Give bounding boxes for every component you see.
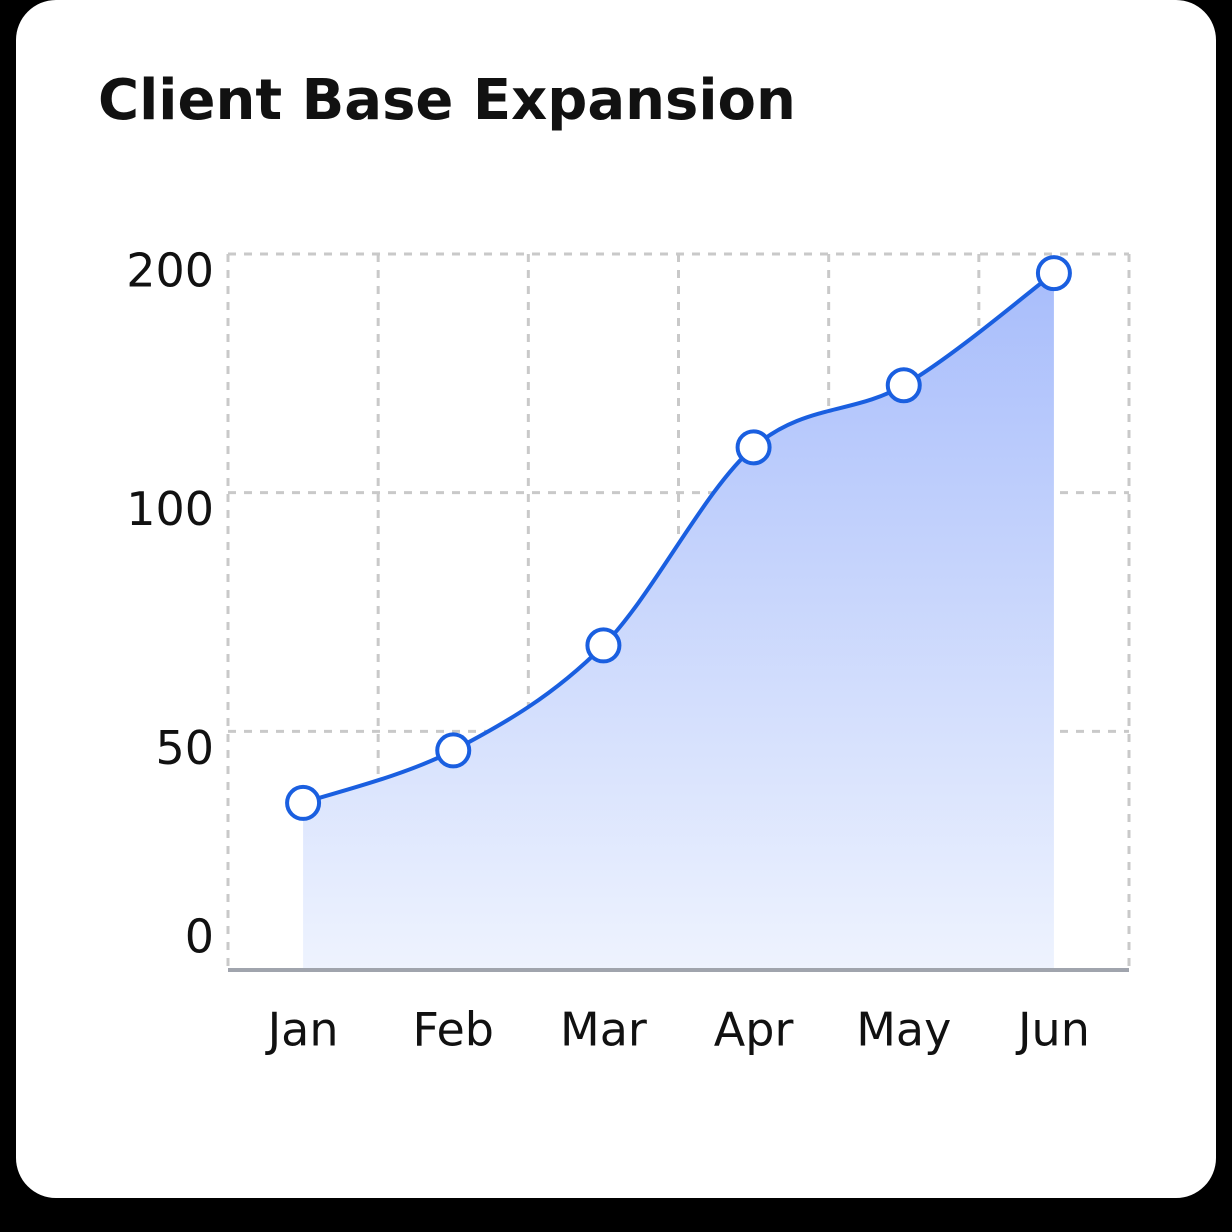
y-tick-label: 100	[126, 482, 214, 536]
point	[285, 784, 322, 821]
x-tick-label: Mar	[560, 1003, 647, 1057]
x-tick-label: Apr	[714, 1003, 794, 1057]
point	[585, 627, 622, 664]
point	[1035, 255, 1072, 292]
x-tick-label: May	[856, 1003, 951, 1057]
x-tick-label: Jun	[1015, 1003, 1090, 1057]
point	[735, 429, 772, 466]
point	[885, 367, 922, 404]
point	[435, 732, 472, 769]
y-tick-label: 50	[155, 721, 214, 775]
chart-title: Client Base Expansion	[98, 68, 796, 133]
y-tick-label: 0	[185, 910, 214, 964]
y-tick-label: 200	[126, 244, 214, 298]
x-tick-label: Feb	[413, 1003, 494, 1057]
x-tick-label: Jan	[265, 1003, 339, 1057]
area	[303, 273, 1054, 970]
